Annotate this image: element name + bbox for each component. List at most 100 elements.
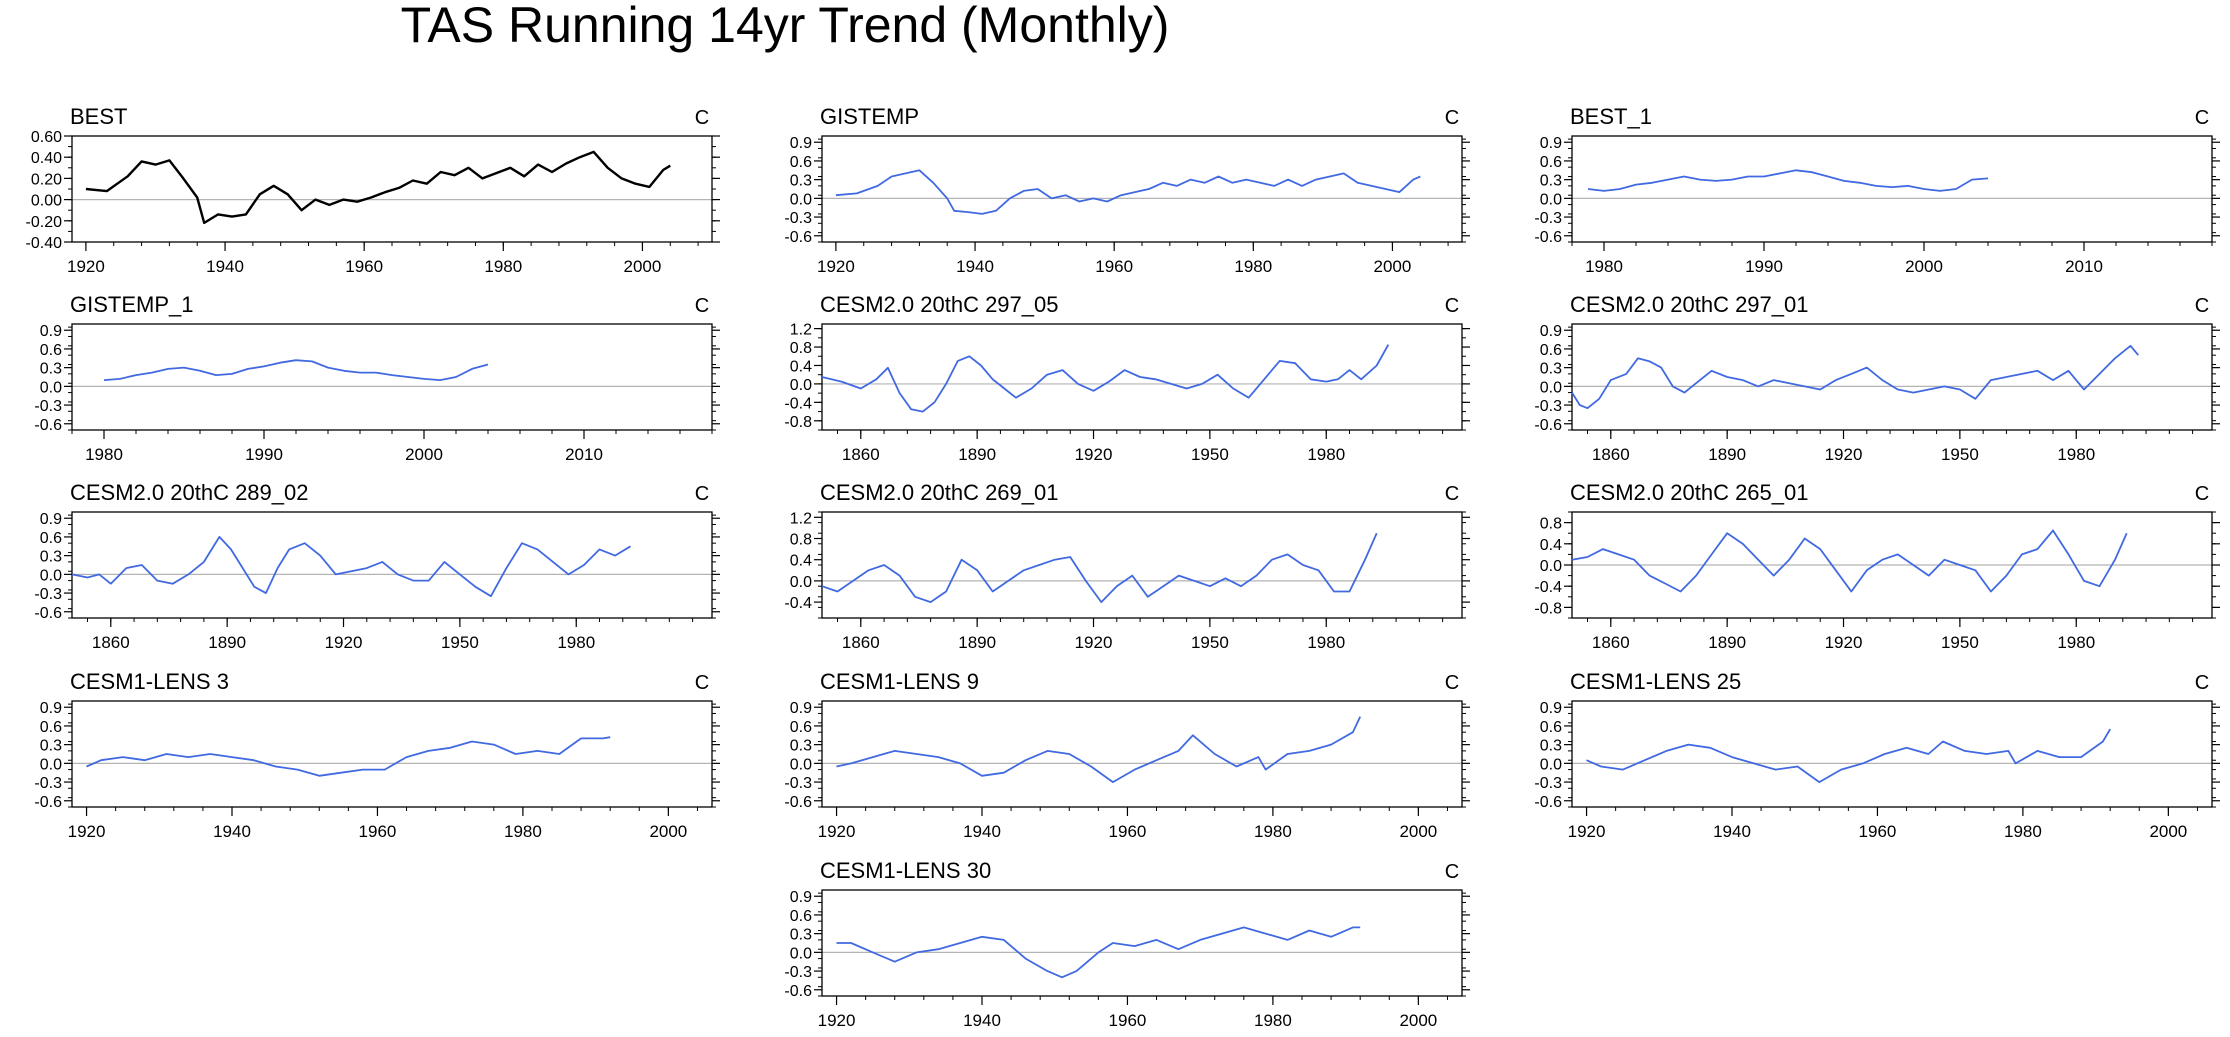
panel-title: CESM2.0 20thC 269_01	[820, 480, 1059, 505]
panel: BEST C -0.40 -0.20 0.00 0.20 0.40 0.60 1920 1940 1…	[26, 104, 720, 276]
panel: CESM2.0 20thC 289_02 C -0.6 -0.3 0.00.3 0.6 0.…	[34, 480, 720, 652]
y-tick-label: 0.0	[790, 377, 812, 394]
x-tick-label: 1960	[359, 822, 397, 841]
plot-frame	[71, 700, 713, 808]
x-tick-label: 1990	[1745, 257, 1783, 276]
plot-frame	[821, 700, 1463, 808]
series-line	[1571, 529, 2128, 593]
y-tick-label: 0.9	[40, 511, 62, 528]
panel-units: C	[695, 107, 709, 129]
y-tick-label: 0.0	[40, 756, 62, 773]
y-tick-label: 0.0	[40, 567, 62, 584]
series-line	[86, 736, 611, 777]
y-tick-label: -0.4	[1534, 579, 1562, 596]
y-tick-label: 0.3	[1540, 361, 1562, 378]
x-tick-label: 1980	[1254, 1011, 1292, 1030]
x-tick-label: 1920	[68, 822, 106, 841]
panel: CESM1-LENS 3 C -0.6 -0.3 0.00.3 0.6 0.9 1920 194…	[34, 669, 720, 841]
y-tick-label: 0.6	[40, 719, 62, 736]
panel-title: CESM2.0 20thC 297_05	[820, 292, 1059, 317]
series-line	[821, 344, 1390, 413]
y-tick-label: -0.3	[34, 775, 62, 792]
y-tick-label: -0.6	[34, 794, 62, 811]
x-tick-label: 2000	[624, 257, 662, 276]
y-tick-label: 0.3	[790, 738, 812, 755]
panel-title: GISTEMP	[820, 104, 919, 129]
y-tick-label: -0.6	[34, 605, 62, 622]
y-tick-label: 0.4	[790, 358, 812, 375]
x-tick-label: 1920	[1075, 633, 1113, 652]
y-tick-label: -0.6	[784, 983, 812, 1000]
y-tick-label: -0.6	[1534, 229, 1562, 246]
y-tick-label: 0.0	[1540, 379, 1562, 396]
x-tick-label: 1950	[1941, 445, 1979, 464]
y-tick-label: 0.6	[790, 719, 812, 736]
y-tick-label: 0.3	[40, 738, 62, 755]
y-tick-label: 0.6	[1540, 719, 1562, 736]
series-line	[1571, 344, 2139, 410]
y-tick-label: -0.3	[1534, 398, 1562, 415]
series-line	[835, 169, 1421, 215]
panel-title: CESM1-LENS 9	[820, 669, 979, 694]
panel-units: C	[1445, 295, 1459, 317]
y-tick-label: -0.40	[26, 235, 63, 252]
y-tick-label: 0.3	[790, 927, 812, 944]
series-line	[821, 532, 1378, 603]
y-tick-label: -0.6	[1534, 794, 1562, 811]
x-tick-label: 1940	[956, 257, 994, 276]
panel-units: C	[2195, 672, 2209, 694]
x-tick-label: 1960	[1109, 822, 1147, 841]
x-tick-label: 1860	[92, 633, 130, 652]
x-tick-label: 1980	[557, 633, 595, 652]
figure-title: TAS Running 14yr Trend (Monthly)	[401, 0, 1170, 53]
x-tick-label: 1920	[1825, 445, 1863, 464]
y-tick-label: 0.9	[790, 700, 812, 717]
y-tick-label: 0.0	[1540, 558, 1562, 575]
x-tick-label: 1950	[1941, 633, 1979, 652]
panel-title: CESM1-LENS 30	[820, 858, 991, 883]
x-tick-label: 1890	[1708, 633, 1746, 652]
y-tick-label: -0.3	[784, 775, 812, 792]
x-tick-label: 2010	[2065, 257, 2103, 276]
x-tick-label: 1950	[441, 633, 479, 652]
x-tick-label: 1980	[1585, 257, 1623, 276]
x-tick-label: 1920	[817, 257, 855, 276]
x-tick-label: 2000	[649, 822, 687, 841]
y-tick-label: 0.0	[790, 945, 812, 962]
y-tick-label: 0.6	[790, 154, 812, 171]
panel-title: CESM1-LENS 25	[1570, 669, 1741, 694]
plot-frame	[1571, 135, 2213, 243]
panel-title: CESM1-LENS 3	[70, 669, 229, 694]
x-tick-label: 1980	[2057, 445, 2095, 464]
panel: CESM2.0 20thC 265_01 C -0.8 -0.4 0.0 0.4 0.8 18…	[1534, 480, 2220, 652]
y-tick-label: -0.20	[26, 214, 63, 231]
x-tick-label: 1920	[1568, 822, 1606, 841]
y-tick-label: 0.9	[40, 700, 62, 717]
series-line	[836, 926, 1361, 979]
panel: CESM2.0 20thC 269_01 C -0.4 0.0 0.4 0.8 1.2 186…	[784, 480, 1470, 652]
y-tick-label: -0.4	[784, 595, 812, 612]
x-tick-label: 1980	[2004, 822, 2042, 841]
y-tick-label: 0.0	[790, 574, 812, 591]
x-tick-label: 1940	[1713, 822, 1751, 841]
x-tick-label: 1940	[206, 257, 244, 276]
x-tick-label: 1920	[1825, 633, 1863, 652]
y-tick-label: 0.8	[790, 532, 812, 549]
panel-units: C	[695, 295, 709, 317]
x-tick-label: 1860	[842, 633, 880, 652]
panel-units: C	[1445, 861, 1459, 883]
y-tick-label: 0.8	[790, 340, 812, 357]
panel: BEST_1 C -0.6 -0.3 0.00.3 0.6 0.9 1980 1990 2000 2…	[1534, 104, 2220, 276]
y-tick-label: -0.6	[34, 417, 62, 434]
y-tick-label: 0.6	[1540, 342, 1562, 359]
x-tick-label: 1960	[345, 257, 383, 276]
y-tick-label: 0.4	[790, 553, 812, 570]
y-tick-label: -0.8	[1534, 600, 1562, 617]
y-tick-label: 1.2	[790, 322, 812, 339]
x-tick-label: 1920	[818, 822, 856, 841]
x-tick-label: 1860	[1592, 633, 1630, 652]
plot-frame	[821, 511, 1463, 619]
x-tick-label: 1890	[1708, 445, 1746, 464]
x-tick-label: 1980	[85, 445, 123, 464]
